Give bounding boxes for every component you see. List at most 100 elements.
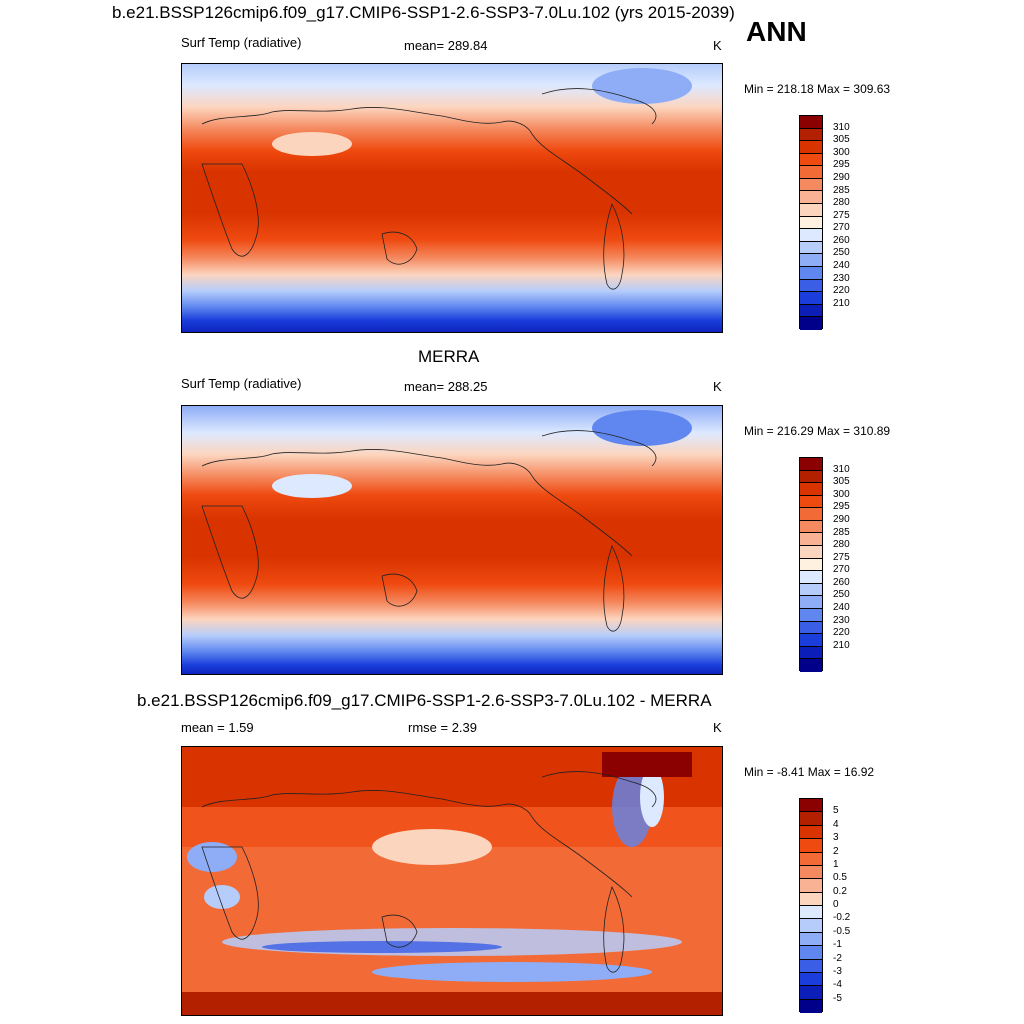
colorbar-segment — [800, 304, 822, 318]
colorbar-label: 280 — [833, 539, 850, 551]
colorbar-segment — [800, 986, 822, 1000]
colorbar-label: -0.5 — [833, 925, 851, 937]
colorbar-segment — [800, 959, 822, 973]
colorbar-segment — [800, 266, 822, 280]
panel1-colorbar — [799, 115, 823, 330]
colorbar-segment — [800, 191, 822, 205]
panel1-title: b.e21.BSSP126cmip6.f09_g17.CMIP6-SSP1-2.… — [112, 3, 735, 22]
colorbar-segment — [800, 839, 822, 853]
colorbar-label: 310 — [833, 121, 850, 133]
panel3-map — [181, 746, 723, 1016]
panel1-minmax: Min = 218.18 Max = 309.63 — [744, 82, 891, 96]
colorbar-label: 300 — [833, 488, 850, 500]
colorbar-segment — [800, 116, 822, 129]
colorbar-label: 285 — [833, 526, 850, 538]
colorbar-segment — [800, 558, 822, 572]
colorbar-label: 0 — [833, 899, 839, 910]
colorbar-segment — [800, 495, 822, 509]
colorbar-segment — [800, 583, 822, 597]
colorbar-label: 250 — [833, 589, 850, 601]
colorbar-segment — [800, 571, 822, 584]
panel3-rmse: rmse = 2.39 — [408, 720, 478, 735]
colorbar-segment — [800, 128, 822, 142]
panel3-units: K — [713, 720, 722, 735]
colorbar-label: 4 — [833, 818, 839, 830]
panel2-mean: mean= 288.25 — [404, 379, 488, 394]
colorbar-segment — [800, 646, 822, 660]
colorbar-segment — [800, 229, 822, 242]
colorbar-segment — [800, 906, 822, 920]
colorbar-label: 0.5 — [833, 872, 847, 884]
colorbar-label: 220 — [833, 285, 850, 297]
panel2-title: MERRA — [418, 347, 480, 366]
colorbar-segment — [800, 852, 822, 866]
panel1-units: K — [713, 38, 722, 53]
panel3-colorbar — [799, 798, 823, 1013]
season-label: ANN — [746, 16, 807, 47]
colorbar-segment — [800, 204, 822, 217]
colorbar-segment — [800, 972, 822, 987]
colorbar-label: 250 — [833, 247, 850, 259]
colorbar-label: -0.2 — [833, 912, 851, 924]
colorbar-segment — [800, 241, 822, 255]
colorbar-label: 1 — [833, 858, 839, 870]
colorbar-segment — [800, 546, 822, 559]
panel2-variable: Surf Temp (radiative) — [181, 376, 302, 391]
panel2-minmax: Min = 216.29 Max = 310.89 — [744, 424, 891, 438]
colorbar-label: 280 — [833, 197, 850, 209]
colorbar-label: 270 — [833, 222, 850, 234]
colorbar-label: 5 — [833, 805, 839, 817]
colorbar-segment — [800, 470, 822, 484]
colorbar-segment — [800, 141, 822, 154]
panel3-minmax: Min = -8.41 Max = 16.92 — [744, 765, 875, 779]
colorbar-segment — [800, 533, 822, 547]
colorbar-label: -3 — [833, 965, 842, 977]
colorbar-label: 285 — [833, 184, 850, 196]
colorbar-label: 290 — [833, 171, 850, 183]
colorbar-label: 295 — [833, 501, 850, 513]
colorbar-label: 2 — [833, 845, 839, 857]
colorbar-segment — [800, 608, 822, 622]
colorbar-segment — [800, 825, 822, 840]
colorbar-segment — [800, 892, 822, 906]
colorbar-label: 3 — [833, 832, 839, 844]
colorbar-label: 295 — [833, 159, 850, 171]
colorbar-label: 210 — [833, 297, 850, 309]
panel1-map — [181, 63, 723, 333]
colorbar-segment — [800, 634, 822, 647]
panel2-colorbar — [799, 457, 823, 672]
colorbar-segment — [800, 317, 822, 330]
colorbar-segment — [800, 483, 822, 496]
colorbar-label: 275 — [833, 209, 850, 221]
colorbar-segment — [800, 999, 822, 1013]
colorbar-segment — [800, 279, 822, 293]
colorbar-label: 260 — [833, 234, 850, 246]
colorbar-segment — [800, 254, 822, 267]
colorbar-segment — [800, 621, 822, 635]
colorbar-label: 230 — [833, 272, 850, 284]
panel1-variable: Surf Temp (radiative) — [181, 35, 302, 50]
panel1-mean: mean= 289.84 — [404, 38, 488, 53]
colorbar-segment — [800, 865, 822, 880]
colorbar-label: 210 — [833, 639, 850, 651]
colorbar-segment — [800, 216, 822, 230]
colorbar-segment — [800, 596, 822, 609]
colorbar-label: -5 — [833, 992, 842, 1004]
colorbar-label: 240 — [833, 260, 850, 272]
colorbar-segment — [800, 508, 822, 521]
panel2-units: K — [713, 379, 722, 394]
colorbar-label: 300 — [833, 146, 850, 158]
colorbar-label: 260 — [833, 576, 850, 588]
colorbar-label: 270 — [833, 564, 850, 576]
colorbar-label: 0.2 — [833, 885, 847, 897]
panel3-title: b.e21.BSSP126cmip6.f09_g17.CMIP6-SSP1-2.… — [137, 691, 712, 710]
colorbar-segment — [800, 178, 822, 192]
colorbar-label: 305 — [833, 476, 850, 488]
colorbar-segment — [800, 919, 822, 933]
panel3-mean: mean = 1.59 — [181, 720, 254, 735]
colorbar-label: 220 — [833, 627, 850, 639]
panel2-map — [181, 405, 723, 675]
colorbar-label: 240 — [833, 602, 850, 614]
colorbar-segment — [800, 812, 822, 826]
colorbar-segment — [800, 659, 822, 672]
